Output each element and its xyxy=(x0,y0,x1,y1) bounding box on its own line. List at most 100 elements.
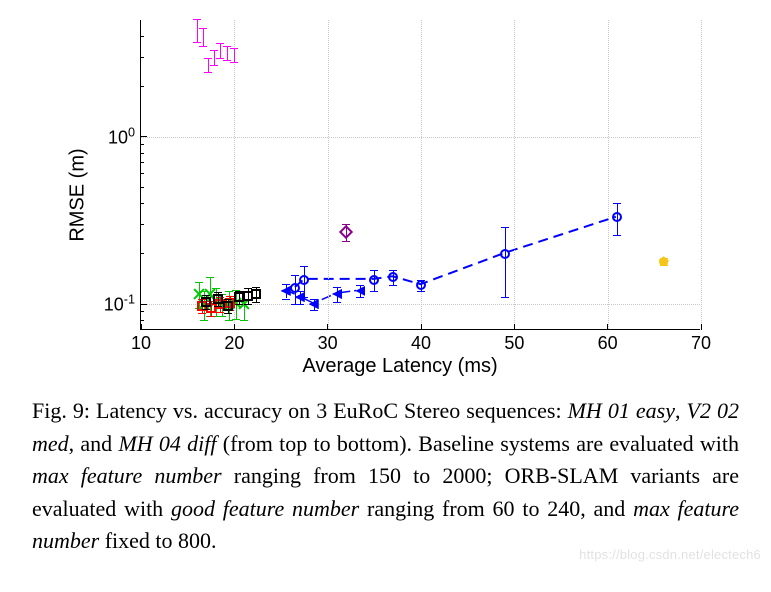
errorbar-cap xyxy=(200,320,208,321)
errorbar-cap xyxy=(300,266,308,267)
plot-box: 1020304050607010-1100 xyxy=(140,20,700,330)
yminor-tick xyxy=(141,162,144,163)
errorbar-cap xyxy=(198,313,206,314)
errorbar-cap xyxy=(282,284,290,285)
errorbar-cap xyxy=(225,291,233,292)
errorbar-cap xyxy=(342,241,350,242)
errorbar xyxy=(197,19,198,42)
caption-italic: max feature number xyxy=(32,463,222,488)
ytick xyxy=(141,304,147,305)
errorbar-cap xyxy=(389,285,397,286)
errorbar-cap xyxy=(370,291,378,292)
errorbar-cap xyxy=(252,287,260,288)
errorbar-cap xyxy=(356,297,364,298)
errorbar xyxy=(234,48,235,62)
xtick xyxy=(514,324,515,330)
errorbar xyxy=(220,43,221,58)
figure-caption: Fig. 9: Latency vs. accuracy on 3 EuRoC … xyxy=(32,395,739,558)
errorbar-cap xyxy=(212,288,220,289)
xtick-label: 30 xyxy=(318,333,338,354)
caption-text: fixed to 800. xyxy=(99,528,216,553)
xtick-label: 10 xyxy=(131,333,151,354)
errorbar-cap xyxy=(210,50,218,51)
errorbar-cap xyxy=(223,60,231,61)
marker-blue_circle_line xyxy=(500,249,510,259)
errorbar-cap xyxy=(225,320,233,321)
y-axis-label: RMSE (m) xyxy=(67,148,90,241)
xtick xyxy=(141,324,142,330)
errorbar-cap xyxy=(218,316,226,317)
errorbar-cap xyxy=(204,58,212,59)
xtick xyxy=(327,324,328,330)
errorbar-cap xyxy=(282,299,290,300)
caption-italic: good feature number xyxy=(171,496,359,521)
caption-italic: MH 04 diff xyxy=(118,431,216,456)
errorbar-cap xyxy=(210,65,218,66)
errorbar-cap xyxy=(206,277,214,278)
errorbar-cap xyxy=(613,203,621,204)
ytick-label: 100 xyxy=(108,125,135,148)
errorbar-cap xyxy=(291,275,299,276)
errorbar-cap xyxy=(230,48,238,49)
xtick-label: 40 xyxy=(411,333,431,354)
caption-italic: MH 01 easy xyxy=(568,398,675,423)
grid-v xyxy=(234,20,235,329)
yminor-tick xyxy=(141,153,144,154)
caption-text: , and xyxy=(69,431,119,456)
errorbar-cap xyxy=(224,299,232,300)
grid-v xyxy=(701,20,702,329)
errorbar-cap xyxy=(296,291,304,292)
ytick xyxy=(141,136,147,137)
caption-text: Fig. 9: Latency vs. accuracy on 3 EuRoC … xyxy=(32,398,568,423)
yminor-tick xyxy=(141,36,144,37)
marker-blue_circle_line xyxy=(388,272,398,282)
errorbar xyxy=(214,50,215,65)
errorbar-cap xyxy=(310,310,318,311)
errorbar-cap xyxy=(310,299,318,300)
marker-purple_diamond xyxy=(339,225,353,239)
errorbar-cap xyxy=(240,320,248,321)
errorbar-cap xyxy=(204,72,212,73)
errorbar-cap xyxy=(356,285,364,286)
marker-black_square xyxy=(251,289,261,299)
marker-blue_circle_line xyxy=(369,275,379,285)
yminor-tick xyxy=(141,203,144,204)
errorbar-cap xyxy=(214,306,222,307)
marker-blue_circle_line xyxy=(416,280,426,290)
yminor-tick xyxy=(141,224,144,225)
errorbar xyxy=(505,227,506,297)
errorbar-cap xyxy=(193,42,201,43)
errorbar-cap xyxy=(195,282,203,283)
xtick-label: 60 xyxy=(598,333,618,354)
grid-v xyxy=(608,20,609,329)
grid-v xyxy=(328,20,329,329)
grid-h xyxy=(141,137,700,138)
errorbar-cap xyxy=(333,287,341,288)
errorbar xyxy=(227,46,228,60)
yminor-tick xyxy=(141,57,144,58)
errorbar-cap xyxy=(207,316,215,317)
xtick xyxy=(607,324,608,330)
caption-text: ranging from 60 to 240, and xyxy=(359,496,633,521)
grid-v xyxy=(514,20,515,329)
errorbar-cap xyxy=(202,309,210,310)
yminor-tick xyxy=(141,173,144,174)
errorbar-cap xyxy=(333,302,341,303)
marker-blue_circle_line xyxy=(299,275,309,285)
errorbar-cap xyxy=(501,227,509,228)
yminor-tick xyxy=(141,311,144,312)
errorbar-cap xyxy=(193,19,201,20)
errorbar-cap xyxy=(370,270,378,271)
yminor-tick xyxy=(141,320,144,321)
errorbar-cap xyxy=(296,304,304,305)
errorbar-cap xyxy=(216,43,224,44)
yminor-tick xyxy=(141,187,144,188)
ytick-label: 10-1 xyxy=(104,293,135,316)
errorbar-cap xyxy=(235,304,243,305)
errorbar-cap xyxy=(199,28,207,29)
errorbar-cap xyxy=(417,291,425,292)
page-root: 1020304050607010-1100 RMSE (m) Average L… xyxy=(0,0,771,592)
yminor-tick xyxy=(141,86,144,87)
caption-text: (from top to bottom). Baseline systems a… xyxy=(217,431,739,456)
yminor-tick xyxy=(141,253,144,254)
